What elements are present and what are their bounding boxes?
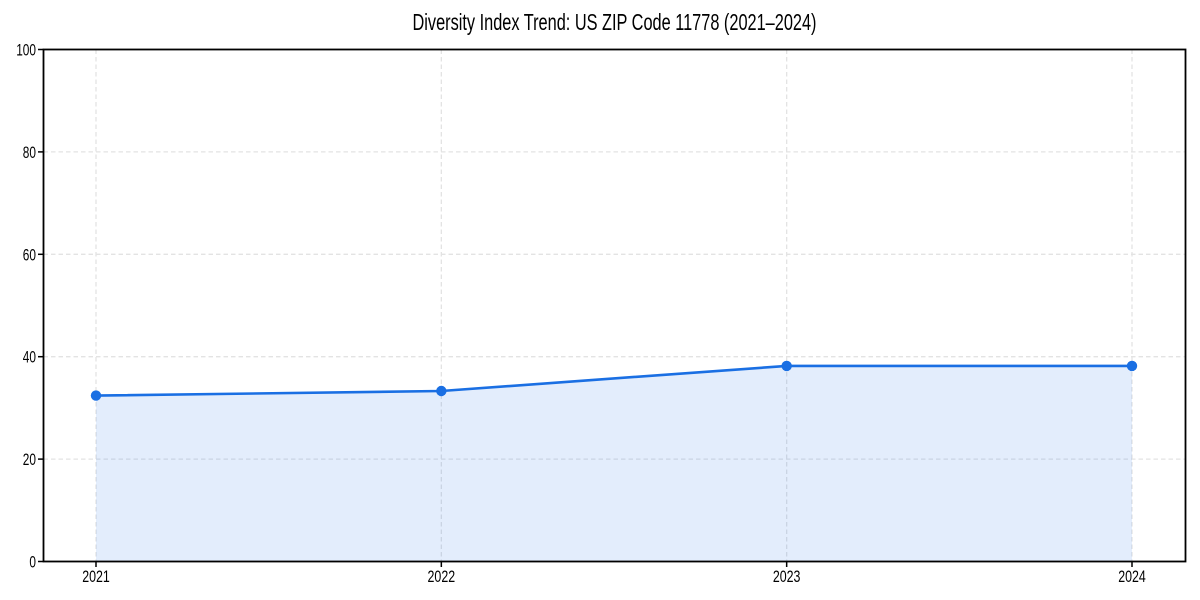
- y-tick-label-80: 80: [23, 143, 36, 162]
- data-point-2023: [781, 360, 792, 372]
- data-point-2024: [1126, 360, 1138, 372]
- y-tick-label-60: 60: [23, 245, 36, 264]
- y-tick-label-20: 20: [23, 450, 36, 469]
- data-point-2021: [90, 390, 102, 401]
- plot-border: [42, 48, 1187, 563]
- x-tick-label-2023: 2023: [773, 567, 801, 586]
- data-point-2022: [436, 385, 447, 397]
- x-tick-label-2024: 2024: [1118, 567, 1146, 586]
- y-tick-label-0: 0: [29, 553, 36, 572]
- x-tick-label-2021: 2021: [82, 567, 110, 586]
- chart-title: Diversity Index Trend: US ZIP Code 11778…: [413, 9, 817, 35]
- y-tick-label-100: 100: [16, 41, 36, 60]
- x-tick-label-2022: 2022: [428, 567, 456, 586]
- area-fill: [96, 365, 1132, 562]
- chart-plot-area: 0 20 40 60 80 100 2021 2022 2023 2024: [16, 41, 1187, 586]
- y-tick-label-40: 40: [23, 348, 36, 367]
- trend-line: [94, 364, 1134, 397]
